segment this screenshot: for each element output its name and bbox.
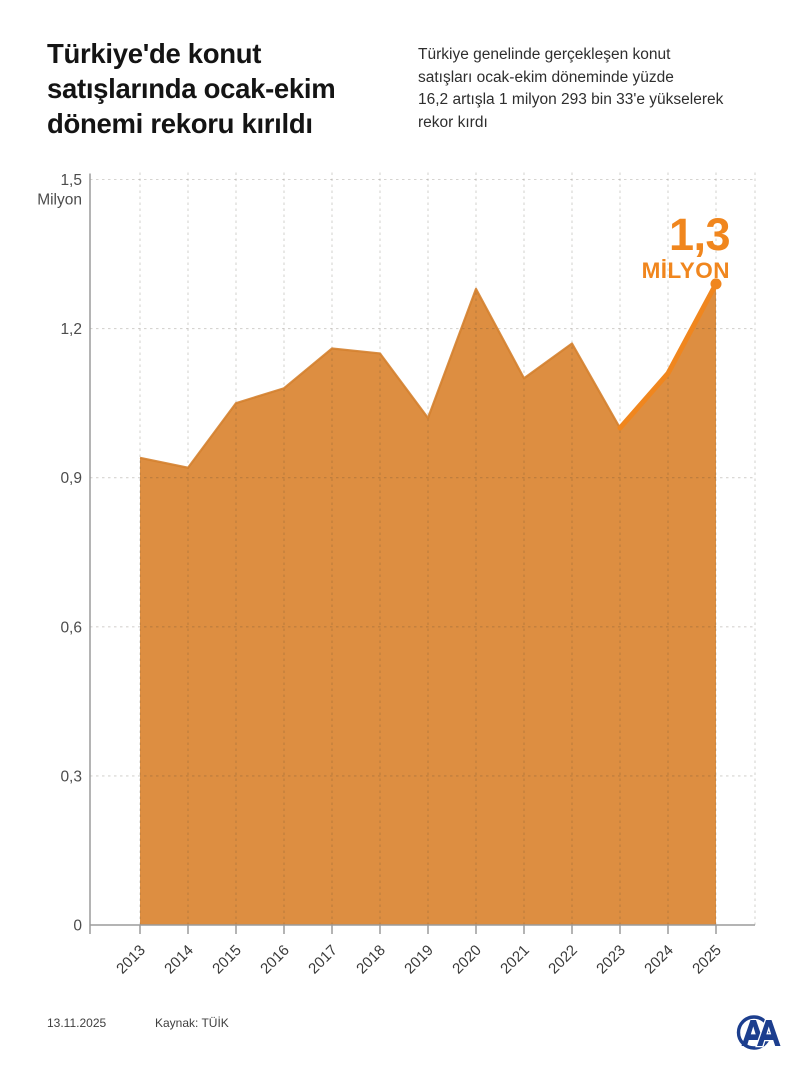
x-tick-label: 2021 bbox=[497, 942, 533, 978]
x-tick-label: 2016 bbox=[257, 942, 293, 978]
aa-logo-letter-a-right bbox=[755, 1018, 783, 1048]
end-point-marker bbox=[710, 278, 722, 290]
x-tick-label: 2022 bbox=[545, 942, 581, 978]
peak-annotation-value: 1,3 bbox=[668, 209, 731, 260]
y-tick-label: 0,6 bbox=[60, 619, 82, 636]
x-tick-label: 2013 bbox=[113, 942, 149, 978]
page-subtitle: Türkiye genelinde gerçekleşen konut satı… bbox=[418, 46, 724, 131]
aa-agency-logo-icon bbox=[736, 1015, 783, 1050]
y-axis-unit-label: Milyon bbox=[37, 192, 82, 209]
y-tick-label: 1,2 bbox=[60, 321, 82, 338]
x-tick-label: 2017 bbox=[305, 942, 341, 978]
gridlines bbox=[90, 172, 756, 925]
x-tick-label: 2023 bbox=[593, 942, 629, 978]
x-tick-label: 2018 bbox=[353, 942, 389, 978]
x-tick-label: 2024 bbox=[641, 942, 677, 978]
x-tick-label: 2019 bbox=[401, 942, 437, 978]
peak-annotation-unit: MİLYON bbox=[641, 258, 730, 283]
publish-date: 13.11.2025 bbox=[47, 1016, 107, 1030]
area-fill bbox=[140, 283, 716, 925]
x-tick-label: 2015 bbox=[209, 942, 245, 978]
axes bbox=[89, 173, 755, 934]
y-tick-label: 1,5 bbox=[60, 172, 82, 189]
y-tick-label: 0,9 bbox=[60, 470, 82, 487]
x-tick-label: 2014 bbox=[161, 942, 197, 978]
y-tick-label: 0,3 bbox=[60, 768, 82, 785]
y-tick-label: 0 bbox=[73, 918, 82, 935]
peak-annotation: 1,3 MİLYON bbox=[641, 209, 731, 283]
x-tick-label: 2025 bbox=[689, 942, 725, 978]
page-title: Türkiye'de konut satışlarında ocak-ekim … bbox=[47, 38, 336, 139]
x-tick-label: 2020 bbox=[449, 942, 485, 978]
highlight-line bbox=[617, 281, 719, 431]
data-source: Kaynak: TÜİK bbox=[155, 1016, 229, 1030]
